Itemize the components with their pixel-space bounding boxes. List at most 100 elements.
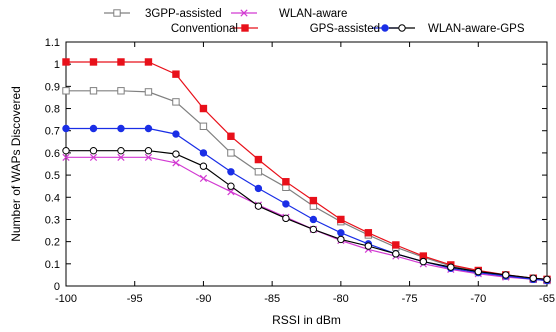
data-point-wlan-aware: [199, 174, 208, 183]
data-point-gps-assisted: [309, 215, 318, 224]
data-point-wlan-aware-gps: [543, 275, 551, 284]
data-point-3gpp-assisted: [117, 87, 125, 95]
data-point-conventional: [227, 132, 235, 140]
legend: 3GPP-assisted WLAN-aware Conventional GPS-a…: [104, 8, 525, 35]
y-tick-label: 1.1: [45, 37, 60, 49]
data-point-wlan-aware: [227, 188, 235, 196]
data-point-3gpp-assisted: [254, 168, 263, 176]
series-conventional: [62, 58, 551, 284]
data-point-conventional: [117, 58, 125, 66]
x-marker-stroke: [227, 188, 235, 196]
data-point-gps-assisted: [62, 124, 70, 133]
x-tick-label: -70: [470, 293, 486, 305]
x-marker-stroke: [89, 153, 98, 161]
data-point-gps-assisted: [199, 149, 208, 157]
data-point-3gpp-assisted: [199, 122, 208, 130]
legend-label: WLAN-aware: [279, 8, 347, 20]
y-tick-label: 0.4: [45, 192, 60, 204]
data-point-conventional: [199, 104, 208, 113]
data-point-wlan-aware-gps: [254, 202, 263, 210]
data-point-gps-assisted: [337, 229, 345, 237]
data-point-wlan-aware-gps: [474, 267, 482, 276]
series-line-wlan-aware: [66, 156, 548, 282]
legend-label: WLAN-aware-GPS: [428, 23, 525, 35]
data-point-wlan-aware-gps: [364, 242, 373, 250]
legend-entry-gps-assisted: GPS-assisted: [310, 23, 398, 35]
data-point-wlan-aware: [62, 153, 70, 161]
data-point-wlan-aware-gps: [337, 235, 345, 244]
data-point-3gpp-assisted: [62, 87, 70, 95]
y-tick-label: 0.3: [45, 214, 60, 226]
data-point-wlan-aware-gps: [172, 150, 180, 158]
legend-entry-wlan-aware: WLAN-aware: [231, 8, 347, 20]
y-tick-label: 0.9: [45, 81, 60, 93]
data-point-conventional: [172, 70, 180, 78]
x-tick-label: -65: [539, 293, 555, 305]
y-tick-label: 0.8: [45, 104, 60, 116]
axis-ticks: -100 -95 -90 -85 -80 -75 -70 -65 0 0.1 0.2 0.3 0.4 0.…: [45, 37, 555, 305]
series-wlan-aware: [62, 153, 551, 285]
x-marker-stroke: [117, 153, 125, 161]
y-tick-label: 0.1: [45, 259, 60, 271]
y-tick-label: 0: [54, 281, 60, 293]
x-axis-title: RSSI in dBm: [272, 313, 341, 327]
data-point-wlan-aware: [172, 159, 180, 167]
legend-entry-3gpp-assisted: 3GPP-assisted: [104, 8, 222, 20]
data-point-gps-assisted: [89, 124, 98, 133]
data-point-gps-assisted: [227, 168, 235, 176]
data-point-gps-assisted: [144, 124, 153, 133]
data-point-wlan-aware-gps: [117, 146, 125, 155]
x-marker-stroke: [172, 159, 180, 167]
data-point-conventional: [364, 229, 373, 237]
data-point-wlan-aware-gps: [282, 214, 290, 223]
data-point-wlan-aware-gps: [392, 250, 400, 258]
legend-label: Conventional: [171, 23, 238, 35]
data-point-wlan-aware-gps: [62, 146, 70, 155]
plot-frame: [65, 41, 548, 287]
legend-entry-wlan-aware-gps: WLAN-aware-GPS: [389, 23, 525, 35]
x-marker-stroke: [144, 153, 153, 161]
data-point-wlan-aware: [117, 153, 125, 161]
data-point-gps-assisted: [172, 130, 180, 138]
x-marker-stroke: [62, 153, 70, 161]
data-point-wlan-aware-gps: [227, 182, 235, 190]
series-line-conventional: [66, 61, 548, 280]
data-point-conventional: [144, 58, 153, 66]
data-point-conventional: [254, 155, 263, 164]
y-tick-label: 0.7: [45, 126, 60, 138]
series-gps-assisted: [62, 124, 551, 285]
data-point-wlan-aware-gps: [502, 271, 510, 279]
x-tick-label: -90: [195, 293, 211, 305]
y-axis-title: Number of WAPs Discovered: [9, 86, 23, 242]
data-point-gps-assisted: [254, 184, 263, 193]
y-tick-label: 1: [54, 59, 60, 71]
legend-marker: [113, 9, 121, 17]
legend-label: 3GPP-assisted: [145, 8, 222, 20]
data-point-wlan-aware-gps: [89, 146, 98, 155]
data-point-conventional: [337, 215, 345, 224]
x-tick-label: -100: [55, 293, 77, 305]
legend-marker: [398, 24, 406, 32]
data-point-wlan-aware-gps: [199, 162, 208, 170]
data-point-wlan-aware: [89, 153, 98, 161]
data-point-wlan-aware-gps: [529, 274, 537, 282]
y-tick-label: 0.5: [45, 170, 60, 182]
legend-label: GPS-assisted: [310, 23, 380, 35]
legend-marker: [241, 24, 249, 32]
data-point-wlan-aware-gps: [447, 263, 455, 271]
series-layer: [62, 58, 551, 285]
series-wlan-aware-gps: [62, 146, 551, 284]
x-marker-stroke: [199, 174, 208, 183]
data-point-wlan-aware-gps: [419, 257, 428, 266]
data-point-3gpp-assisted: [89, 87, 98, 95]
data-point-conventional: [282, 178, 290, 186]
data-point-conventional: [89, 58, 98, 66]
data-point-3gpp-assisted: [172, 98, 180, 106]
data-point-3gpp-assisted: [227, 149, 235, 157]
data-point-3gpp-assisted: [144, 88, 153, 96]
data-point-wlan-aware-gps: [309, 225, 318, 234]
legend-entry-conventional: Conventional: [171, 23, 258, 35]
data-point-conventional: [392, 241, 400, 249]
x-tick-label: -95: [127, 293, 143, 305]
